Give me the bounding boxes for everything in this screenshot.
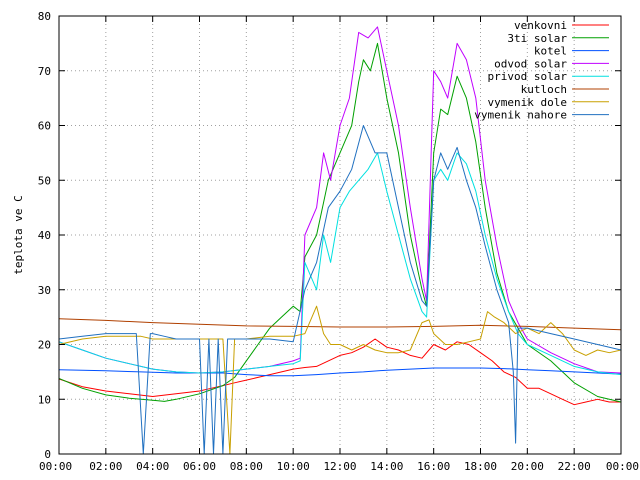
x-tick-label: 04:00 (136, 460, 169, 473)
y-tick-label: 30 (38, 284, 51, 297)
x-tick-label: 20:00 (511, 460, 544, 473)
x-tick-label: 22:00 (558, 460, 591, 473)
y-tick-label: 0 (44, 448, 51, 461)
y-axis-ticks: 0 10 20 30 40 50 60 70 80 (38, 10, 621, 461)
series-line-4 (58, 152, 622, 376)
legend-label: 3ti solar (507, 32, 567, 45)
x-tick-label: 10:00 (277, 460, 310, 473)
y-tick-label: 40 (38, 229, 51, 242)
series-line-7 (58, 125, 622, 455)
x-tick-label: 02:00 (89, 460, 122, 473)
series-line-5 (58, 318, 622, 331)
x-tick-label: 12:00 (323, 460, 356, 473)
x-tick-label: 06:00 (183, 460, 216, 473)
x-tick-label: 18:00 (464, 460, 497, 473)
legend-label: odvod solar (494, 57, 567, 70)
y-tick-label: 20 (38, 339, 51, 352)
y-axis-label: teplota ve C (12, 195, 25, 274)
x-tick-label: 08:00 (230, 460, 263, 473)
x-tick-label: 14:00 (370, 460, 403, 473)
series-line-2 (58, 367, 622, 377)
x-tick-label: 16:00 (417, 460, 450, 473)
legend-label: kutloch (521, 83, 567, 96)
legend-label: kotel (534, 45, 567, 58)
y-tick-label: 80 (38, 10, 51, 23)
x-tick-label: 00:00 (39, 460, 72, 473)
y-tick-label: 50 (38, 174, 51, 187)
legend-label: vymenik dole (488, 96, 567, 109)
legend-label: venkovni (514, 19, 567, 32)
x-tick-label: 00:00 (606, 460, 639, 473)
series-lines (58, 26, 622, 455)
y-tick-label: 70 (38, 65, 51, 78)
y-tick-label: 10 (38, 393, 51, 406)
y-tick-label: 60 (38, 120, 51, 133)
x-axis-ticks: 00:00 02:00 04:00 06:00 08:00 10:00 12:00 14:00… (39, 16, 639, 473)
legend-label: privod solar (488, 70, 568, 83)
legend-label: vymenik nahore (474, 109, 567, 122)
